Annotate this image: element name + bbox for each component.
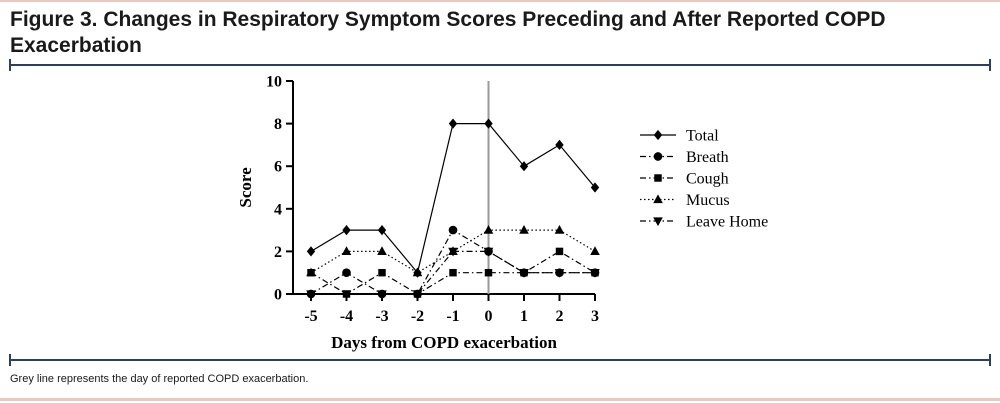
x-tick-label: -3 bbox=[375, 308, 388, 325]
x-tick-label: -5 bbox=[304, 308, 317, 325]
top-border bbox=[0, 0, 1000, 2]
legend-marker-mucus bbox=[653, 194, 663, 204]
data-point-total bbox=[377, 225, 387, 236]
data-point-leave-home bbox=[412, 290, 423, 300]
y-tick-label: 0 bbox=[274, 287, 282, 304]
x-tick-label: 3 bbox=[591, 308, 599, 325]
data-point-total bbox=[590, 182, 600, 193]
legend-marker-leave-home bbox=[653, 217, 663, 227]
y-tick-label: 2 bbox=[274, 244, 282, 261]
y-tick-label: 4 bbox=[274, 201, 282, 218]
legend-label-leave-home: Leave Home bbox=[686, 214, 768, 231]
x-tick-label: -2 bbox=[411, 308, 424, 325]
data-point-leave-home bbox=[448, 247, 458, 257]
series-line-breath bbox=[310, 229, 595, 295]
figure-footnote: Grey line represents the day of reported… bbox=[10, 373, 309, 385]
data-point-leave-home bbox=[554, 269, 565, 278]
data-point-cough bbox=[378, 268, 386, 277]
data-point-breath bbox=[448, 225, 458, 235]
x-tick-label: -4 bbox=[340, 308, 353, 325]
legend-label-cough: Cough bbox=[686, 171, 729, 188]
data-point-total bbox=[342, 225, 351, 236]
data-point-total bbox=[555, 139, 564, 150]
legend-label-total: Total bbox=[686, 128, 719, 145]
data-point-leave-home bbox=[519, 269, 529, 278]
data-point-leave-home bbox=[377, 290, 387, 300]
series-line-mucus bbox=[310, 229, 596, 274]
x-tick-label: -1 bbox=[446, 308, 459, 325]
legend-label-mucus: Mucus bbox=[686, 192, 730, 209]
data-point-cough bbox=[555, 247, 564, 256]
bottom-border bbox=[0, 398, 1000, 401]
line-chart: 0 2 4 6 8 10 -5 -4 -3 -2 -1 0 1 2 3 Days from COPD exac… bbox=[236, 74, 768, 353]
legend-marker-total bbox=[653, 129, 663, 141]
data-point-breath bbox=[342, 268, 351, 278]
x-tick-label: 1 bbox=[520, 308, 528, 325]
data-point-total bbox=[519, 161, 529, 172]
y-tick-label: 10 bbox=[266, 74, 282, 91]
data-point-mucus bbox=[412, 267, 423, 277]
frame-top-rule bbox=[9, 59, 991, 71]
y-tick-label: 6 bbox=[274, 159, 282, 176]
data-point-total bbox=[448, 118, 458, 129]
data-point-leave-home bbox=[483, 247, 494, 257]
frame-bottom-rule bbox=[9, 354, 991, 366]
data-point-mucus bbox=[306, 267, 316, 277]
data-point-leave-home bbox=[341, 290, 352, 300]
y-tick-label: 8 bbox=[274, 116, 282, 133]
data-point-total bbox=[484, 118, 493, 129]
legend-label-breath: Breath bbox=[686, 149, 729, 166]
data-point-leave-home bbox=[306, 290, 316, 300]
legend-marker-cough bbox=[654, 174, 662, 182]
y-axis-label: Score bbox=[236, 167, 255, 208]
data-point-mucus bbox=[483, 225, 494, 234]
data-point-total bbox=[306, 246, 316, 257]
figure-title: Figure 3. Changes in Respiratory Symptom… bbox=[10, 8, 886, 57]
data-point-mucus bbox=[554, 225, 565, 234]
legend-marker-breath bbox=[653, 152, 663, 161]
data-point-cough bbox=[484, 268, 493, 277]
data-point-cough bbox=[449, 268, 457, 277]
x-tick-label: 2 bbox=[556, 308, 564, 325]
x-axis-label: Days from COPD exacerbation bbox=[331, 333, 557, 352]
data-point-mucus bbox=[341, 246, 352, 255]
data-point-mucus bbox=[590, 246, 600, 255]
data-point-leave-home bbox=[590, 269, 600, 278]
data-point-mucus bbox=[377, 246, 387, 255]
data-point-mucus bbox=[519, 225, 529, 234]
x-tick-label: 0 bbox=[485, 308, 493, 325]
